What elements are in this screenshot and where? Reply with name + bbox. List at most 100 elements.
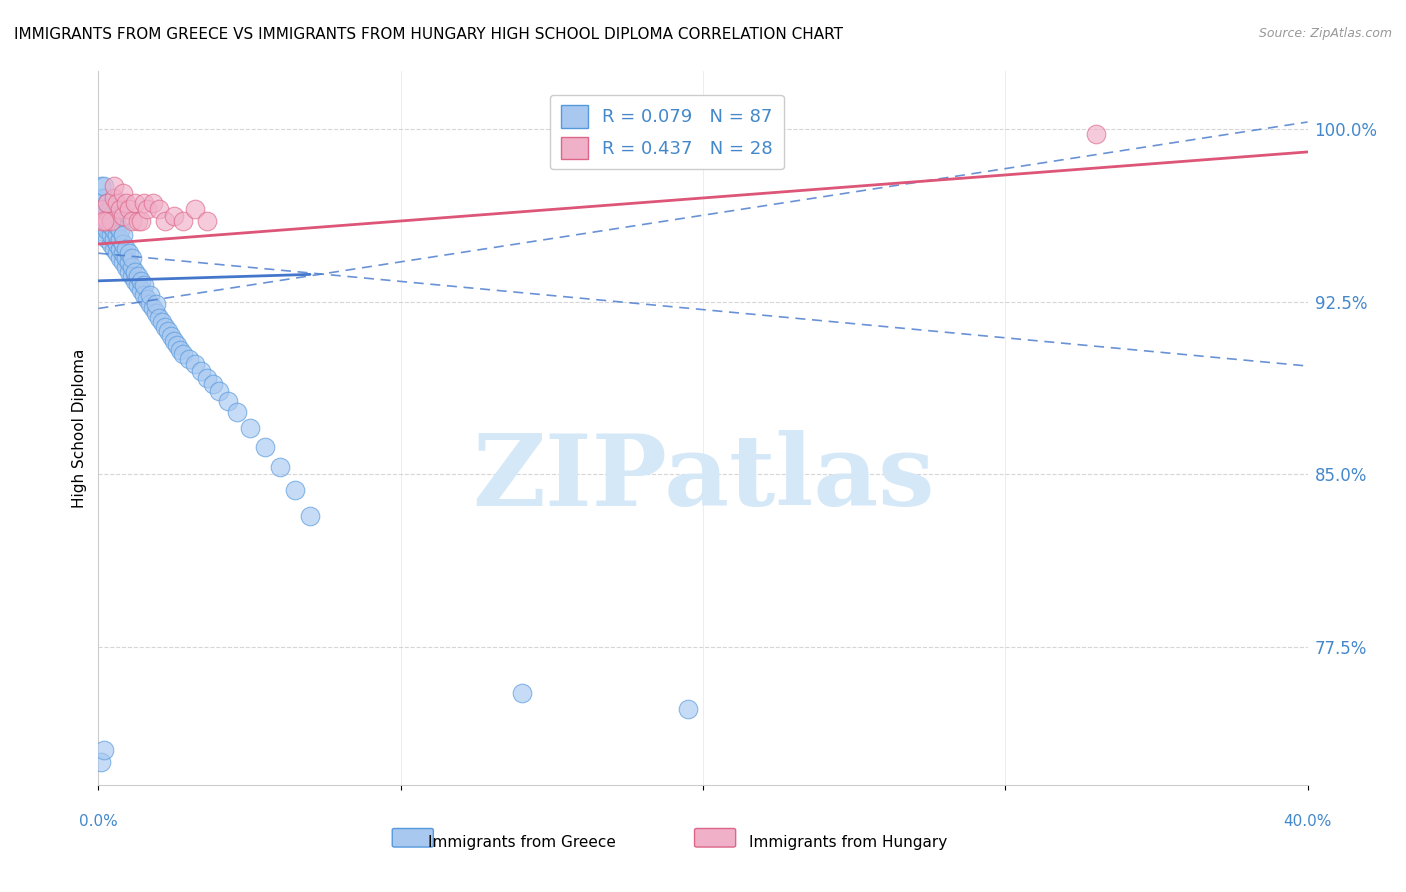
Point — [284, 483, 307, 498]
Point — [114, 251, 136, 265]
Point — [269, 460, 291, 475]
Point — [135, 292, 157, 306]
Point — [179, 352, 201, 367]
Point — [172, 347, 194, 361]
Point — [100, 219, 122, 233]
Point — [96, 195, 118, 210]
Text: IMMIGRANTS FROM GREECE VS IMMIGRANTS FROM HUNGARY HIGH SCHOOL DIPLOMA CORRELATIO: IMMIGRANTS FROM GREECE VS IMMIGRANTS FRO… — [14, 27, 844, 42]
Point — [114, 260, 136, 274]
Point — [111, 255, 134, 269]
Point — [111, 210, 134, 224]
Point — [150, 315, 173, 329]
Point — [127, 278, 149, 293]
Point — [90, 202, 112, 217]
Point — [132, 195, 155, 210]
Point — [118, 202, 141, 217]
Text: ZIPatlas: ZIPatlas — [472, 430, 934, 526]
Point — [93, 214, 115, 228]
Point — [169, 343, 191, 357]
Point — [127, 269, 149, 284]
Point — [93, 226, 115, 240]
Point — [160, 329, 183, 343]
Point — [103, 214, 125, 228]
Point — [103, 223, 125, 237]
Point — [100, 210, 122, 224]
Point — [129, 214, 152, 228]
Point — [108, 232, 131, 246]
Point — [111, 186, 134, 201]
Y-axis label: High School Diploma: High School Diploma — [72, 349, 87, 508]
FancyBboxPatch shape — [695, 829, 735, 847]
Point — [148, 202, 170, 217]
Point — [90, 755, 112, 769]
FancyBboxPatch shape — [392, 829, 433, 847]
Point — [108, 202, 131, 217]
Point — [105, 195, 128, 210]
Point — [139, 297, 162, 311]
Point — [124, 195, 146, 210]
Point — [121, 214, 143, 228]
Point — [184, 202, 207, 217]
Point — [226, 405, 249, 419]
Point — [111, 246, 134, 260]
Point — [96, 232, 118, 246]
Point — [96, 214, 118, 228]
Point — [105, 237, 128, 252]
Point — [93, 743, 115, 757]
Point — [105, 219, 128, 233]
Point — [108, 242, 131, 256]
Point — [103, 232, 125, 246]
Point — [103, 204, 125, 219]
Point — [190, 363, 212, 377]
Point — [108, 223, 131, 237]
Point — [118, 255, 141, 269]
Point — [195, 214, 218, 228]
Point — [111, 237, 134, 252]
Legend: R = 0.079   N = 87, R = 0.437   N = 28: R = 0.079 N = 87, R = 0.437 N = 28 — [550, 95, 783, 169]
Point — [156, 325, 179, 339]
Point — [510, 686, 533, 700]
Point — [96, 214, 118, 228]
Point — [118, 246, 141, 260]
Point — [96, 195, 118, 210]
Point — [100, 237, 122, 252]
Point — [90, 179, 112, 194]
Point — [118, 265, 141, 279]
Point — [93, 219, 115, 233]
Point — [172, 214, 194, 228]
Point — [100, 227, 122, 242]
Point — [103, 191, 125, 205]
Point — [93, 179, 115, 194]
Point — [163, 210, 186, 224]
Point — [105, 246, 128, 260]
Text: 40.0%: 40.0% — [1284, 814, 1331, 829]
Point — [105, 227, 128, 242]
Point — [129, 274, 152, 288]
Point — [195, 370, 218, 384]
Point — [90, 191, 112, 205]
Point — [127, 214, 149, 228]
Point — [139, 287, 162, 301]
Point — [124, 274, 146, 288]
Point — [121, 269, 143, 284]
Point — [166, 338, 188, 352]
Point — [114, 242, 136, 256]
Text: Source: ZipAtlas.com: Source: ZipAtlas.com — [1258, 27, 1392, 40]
Point — [108, 251, 131, 265]
Point — [153, 319, 176, 334]
Point — [93, 200, 115, 214]
Point — [217, 393, 239, 408]
Point — [676, 702, 699, 716]
Point — [148, 310, 170, 325]
Point — [132, 287, 155, 301]
Point — [114, 195, 136, 210]
Point — [124, 265, 146, 279]
Point — [93, 210, 115, 224]
Point — [100, 200, 122, 214]
Text: 0.0%: 0.0% — [79, 814, 118, 829]
Point — [121, 260, 143, 274]
Point — [142, 301, 165, 316]
Point — [153, 214, 176, 228]
Point — [96, 204, 118, 219]
Point — [202, 377, 225, 392]
